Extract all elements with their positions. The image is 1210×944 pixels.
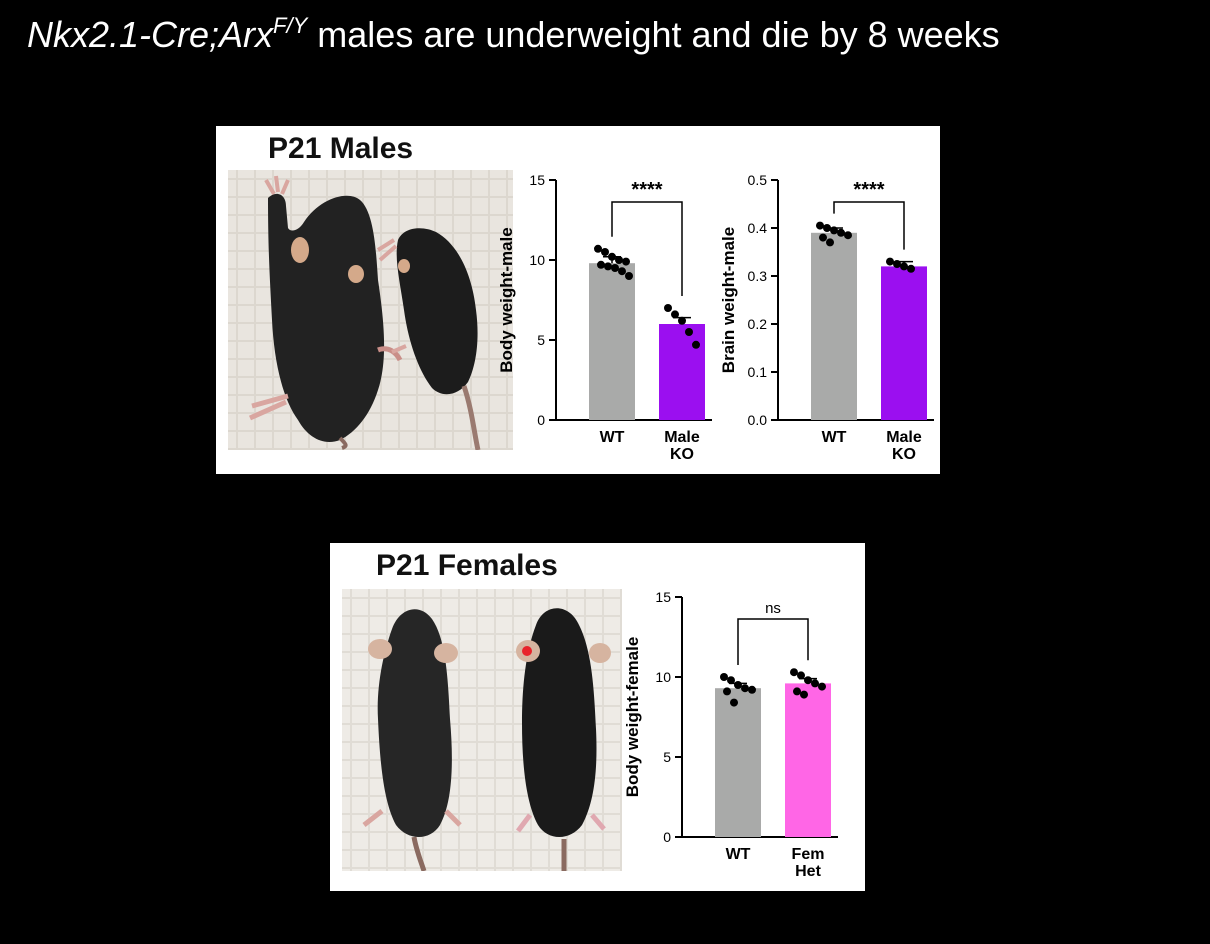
data-point — [625, 272, 633, 280]
bar — [659, 324, 705, 420]
bar — [881, 266, 927, 420]
data-point — [594, 244, 602, 253]
wt-female-mouse — [362, 609, 462, 871]
data-point — [730, 698, 738, 707]
het-female-mouse — [516, 608, 611, 871]
data-point — [723, 687, 731, 696]
bar — [811, 232, 857, 420]
data-point — [818, 682, 826, 691]
data-point — [811, 679, 819, 688]
y-tick-label: 15 — [529, 172, 545, 188]
category-label: WT — [822, 429, 847, 446]
title-rest: males are underweight and die by 8 weeks — [307, 14, 1000, 55]
ko-male-mouse — [376, 228, 481, 450]
data-point — [893, 260, 901, 268]
y-tick-label: 0.3 — [748, 268, 768, 284]
category-label: WT — [726, 846, 751, 863]
y-tick-label: 5 — [537, 332, 545, 348]
category-label: Male — [886, 429, 922, 446]
data-point — [678, 316, 686, 325]
data-point — [601, 248, 609, 256]
y-tick-label: 0.2 — [748, 316, 768, 332]
data-point — [900, 262, 908, 271]
male-brain-weight-chart: 0.0 0.1 0.2 0.3 0.4 0.5 Brain weight-male WT Mal… — [719, 172, 934, 463]
significance-bracket — [611, 201, 683, 296]
y-tick-label: 0.1 — [748, 364, 768, 380]
title-genotype: Nkx2.1-Cre;Arx — [27, 14, 274, 55]
y-tick-label: 5 — [663, 749, 671, 765]
title-superscript: F/Y — [273, 13, 308, 38]
significance-bracket — [833, 201, 905, 250]
data-point — [816, 221, 824, 230]
bar — [785, 683, 831, 837]
bar — [589, 263, 635, 420]
data-point — [604, 262, 612, 271]
data-point — [622, 257, 630, 266]
y-tick-label: 0.0 — [748, 412, 768, 428]
y-axis-label: Body weight-female — [623, 637, 642, 798]
significance-bracket — [737, 618, 809, 665]
category-label: KO — [892, 446, 916, 463]
wt-male-mouse — [248, 175, 403, 450]
bar — [715, 688, 761, 837]
data-point — [844, 231, 852, 240]
data-point — [608, 252, 616, 261]
data-point — [615, 256, 623, 264]
category-label: KO — [670, 446, 694, 463]
category-label: WT — [600, 429, 625, 446]
females-panel: P21 Females 0 5 10 15 Body weight-female — [330, 543, 865, 891]
y-tick-label: 0.5 — [748, 172, 768, 188]
y-tick-label: 10 — [529, 252, 545, 268]
category-label: Male — [664, 429, 700, 446]
category-label: Het — [795, 863, 821, 880]
slide-title: Nkx2.1-Cre;ArxF/Y males are underweight … — [27, 10, 1000, 60]
data-point — [804, 676, 812, 685]
significance-label: **** — [853, 179, 884, 201]
data-point — [907, 264, 915, 273]
y-tick-label: 15 — [655, 589, 671, 605]
y-tick-label: 0 — [663, 829, 671, 845]
y-tick-label: 0.4 — [748, 220, 768, 236]
data-point — [741, 684, 749, 693]
data-point — [727, 676, 735, 685]
y-tick-label: 10 — [655, 669, 671, 685]
males-heading: P21 Males — [268, 132, 414, 165]
data-point — [685, 328, 693, 336]
data-point — [837, 228, 845, 237]
data-point — [611, 264, 619, 272]
data-point — [664, 304, 672, 312]
data-point — [790, 668, 798, 677]
females-mouse-photo — [342, 589, 622, 871]
data-point — [826, 238, 834, 247]
data-point — [671, 310, 679, 319]
data-point — [819, 233, 827, 242]
data-point — [886, 257, 894, 266]
data-point — [800, 690, 808, 699]
significance-label: ns — [765, 600, 781, 617]
males-panel: P21 Males 0 5 10 15 Body weight-m — [216, 126, 940, 474]
significance-label: **** — [631, 179, 662, 201]
data-point — [597, 260, 605, 269]
category-label: Fem — [792, 846, 825, 863]
data-point — [618, 267, 626, 276]
data-point — [692, 340, 700, 349]
data-point — [823, 224, 831, 232]
y-axis-label: Brain weight-male — [719, 227, 738, 373]
y-tick-label: 0 — [537, 412, 545, 428]
data-point — [793, 687, 801, 696]
data-point — [734, 681, 742, 689]
females-heading: P21 Females — [376, 549, 558, 582]
y-axis-label: Body weight-male — [497, 227, 516, 372]
data-point — [748, 685, 756, 694]
males-mouse-photo — [228, 170, 513, 450]
data-point — [797, 671, 805, 680]
data-point — [720, 673, 728, 681]
data-point — [830, 226, 838, 235]
